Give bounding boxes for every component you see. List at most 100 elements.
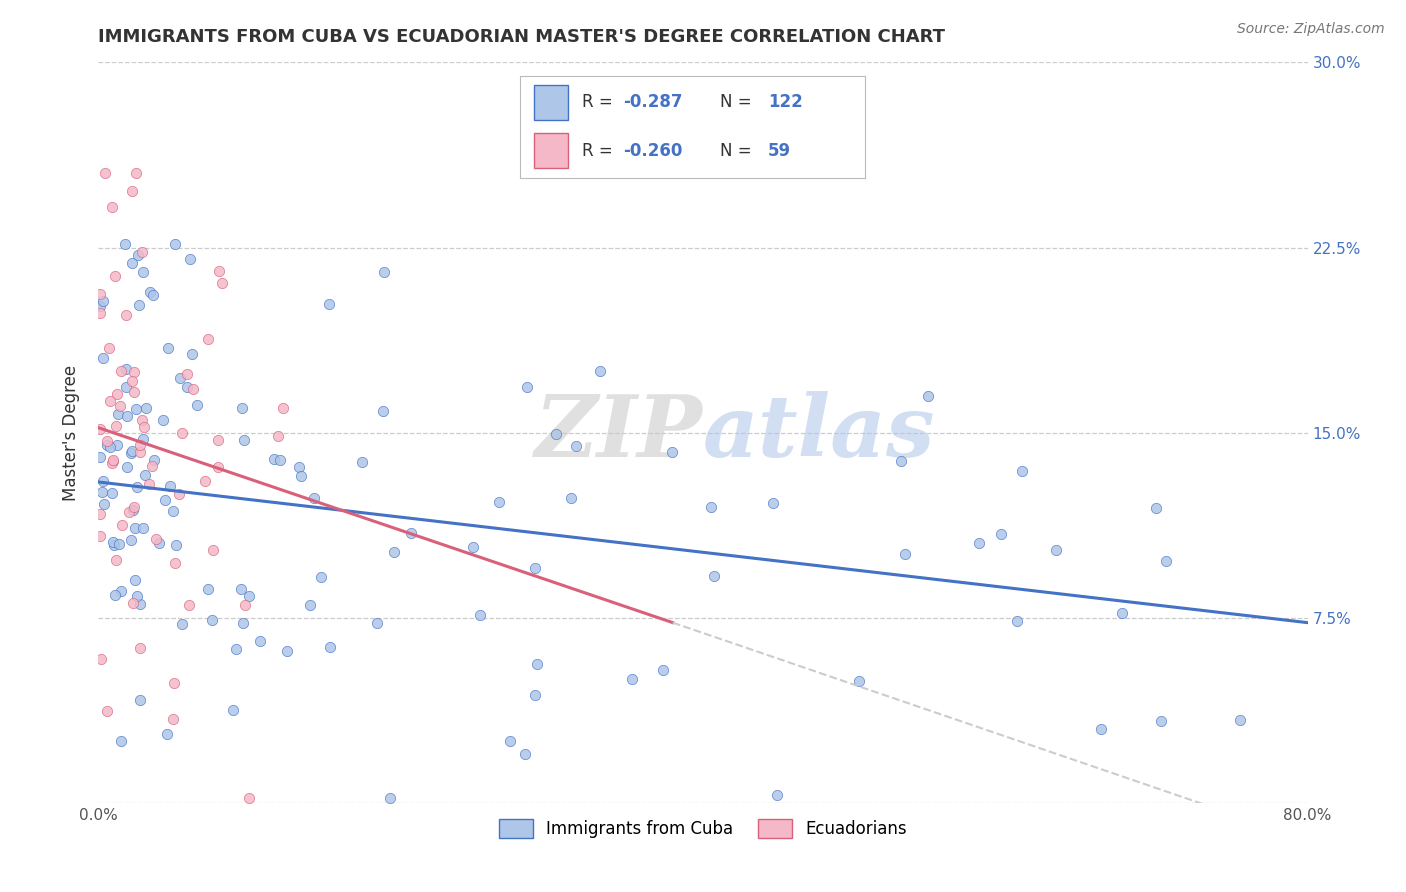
Point: [121, 444, 143, 458]
Point: [461, 541, 484, 555]
Point: [524, 688, 547, 702]
Text: 122: 122: [768, 94, 803, 112]
Text: R =: R =: [582, 94, 619, 112]
Point: [122, 503, 145, 517]
Legend: Immigrants from Cuba, Ecuadorians: Immigrants from Cuba, Ecuadorians: [491, 810, 915, 847]
Point: [163, 676, 186, 690]
Point: [266, 429, 288, 443]
Point: [288, 459, 311, 474]
Point: [1150, 714, 1173, 729]
Point: [142, 288, 165, 302]
Point: [120, 533, 142, 548]
Point: [661, 445, 683, 459]
Point: [1011, 464, 1033, 478]
Point: [156, 727, 179, 741]
Point: [238, 790, 260, 805]
Point: [181, 382, 204, 396]
Point: [319, 640, 342, 654]
Point: [302, 491, 325, 505]
Point: [93, 497, 115, 511]
Point: [90, 652, 112, 666]
Point: [309, 570, 332, 584]
Point: [232, 434, 254, 448]
Point: [276, 644, 298, 658]
Y-axis label: Master's Degree: Master's Degree: [62, 365, 80, 500]
Text: -0.260: -0.260: [624, 142, 683, 160]
Point: [89, 529, 111, 543]
Text: N =: N =: [720, 94, 756, 112]
Point: [96, 437, 118, 451]
Point: [1154, 553, 1177, 567]
Point: [121, 255, 143, 269]
Point: [382, 545, 405, 559]
Point: [120, 446, 142, 460]
Point: [111, 517, 134, 532]
Point: [124, 574, 146, 588]
Point: [378, 790, 401, 805]
Point: [162, 712, 184, 726]
Point: [103, 268, 125, 283]
Point: [159, 478, 181, 492]
Point: [1111, 606, 1133, 620]
Point: [117, 460, 139, 475]
Point: [468, 607, 491, 622]
Point: [110, 583, 132, 598]
Point: [197, 332, 219, 346]
Point: [1007, 614, 1029, 628]
Point: [515, 747, 537, 761]
Point: [181, 347, 204, 361]
Point: [232, 615, 254, 630]
Text: R =: R =: [582, 142, 619, 160]
Point: [101, 201, 124, 215]
Point: [565, 439, 588, 453]
Point: [762, 496, 785, 510]
Point: [115, 380, 138, 394]
Point: [110, 734, 132, 748]
Text: ZIP: ZIP: [536, 391, 703, 475]
Point: [89, 286, 111, 301]
Point: [1090, 722, 1112, 736]
Point: [115, 409, 138, 423]
Point: [139, 285, 162, 299]
Point: [132, 420, 155, 434]
Point: [516, 380, 538, 394]
Point: [621, 672, 644, 686]
Point: [167, 487, 190, 501]
Point: [125, 480, 148, 494]
Point: [201, 613, 224, 627]
Point: [105, 553, 128, 567]
Point: [238, 590, 260, 604]
Point: [1229, 713, 1251, 727]
Point: [138, 476, 160, 491]
Point: [165, 556, 187, 570]
Point: [131, 245, 153, 260]
Point: [89, 299, 111, 313]
Point: [98, 341, 121, 355]
Point: [263, 452, 285, 467]
Point: [499, 734, 522, 748]
Point: [165, 538, 187, 552]
Point: [233, 599, 256, 613]
Text: Source: ZipAtlas.com: Source: ZipAtlas.com: [1237, 22, 1385, 37]
Point: [917, 388, 939, 402]
Point: [172, 425, 194, 440]
Point: [225, 641, 247, 656]
Point: [107, 407, 129, 421]
Point: [101, 485, 124, 500]
Point: [89, 508, 111, 522]
Point: [399, 526, 422, 541]
Point: [366, 615, 388, 630]
Point: [128, 641, 150, 656]
Point: [488, 495, 510, 509]
Point: [110, 364, 132, 378]
Point: [271, 401, 294, 416]
Point: [155, 493, 177, 508]
Point: [115, 361, 138, 376]
Point: [142, 452, 165, 467]
Point: [104, 588, 127, 602]
Point: [91, 351, 114, 365]
Bar: [534, 85, 568, 120]
Point: [652, 663, 675, 677]
Point: [94, 166, 117, 180]
Point: [122, 500, 145, 514]
